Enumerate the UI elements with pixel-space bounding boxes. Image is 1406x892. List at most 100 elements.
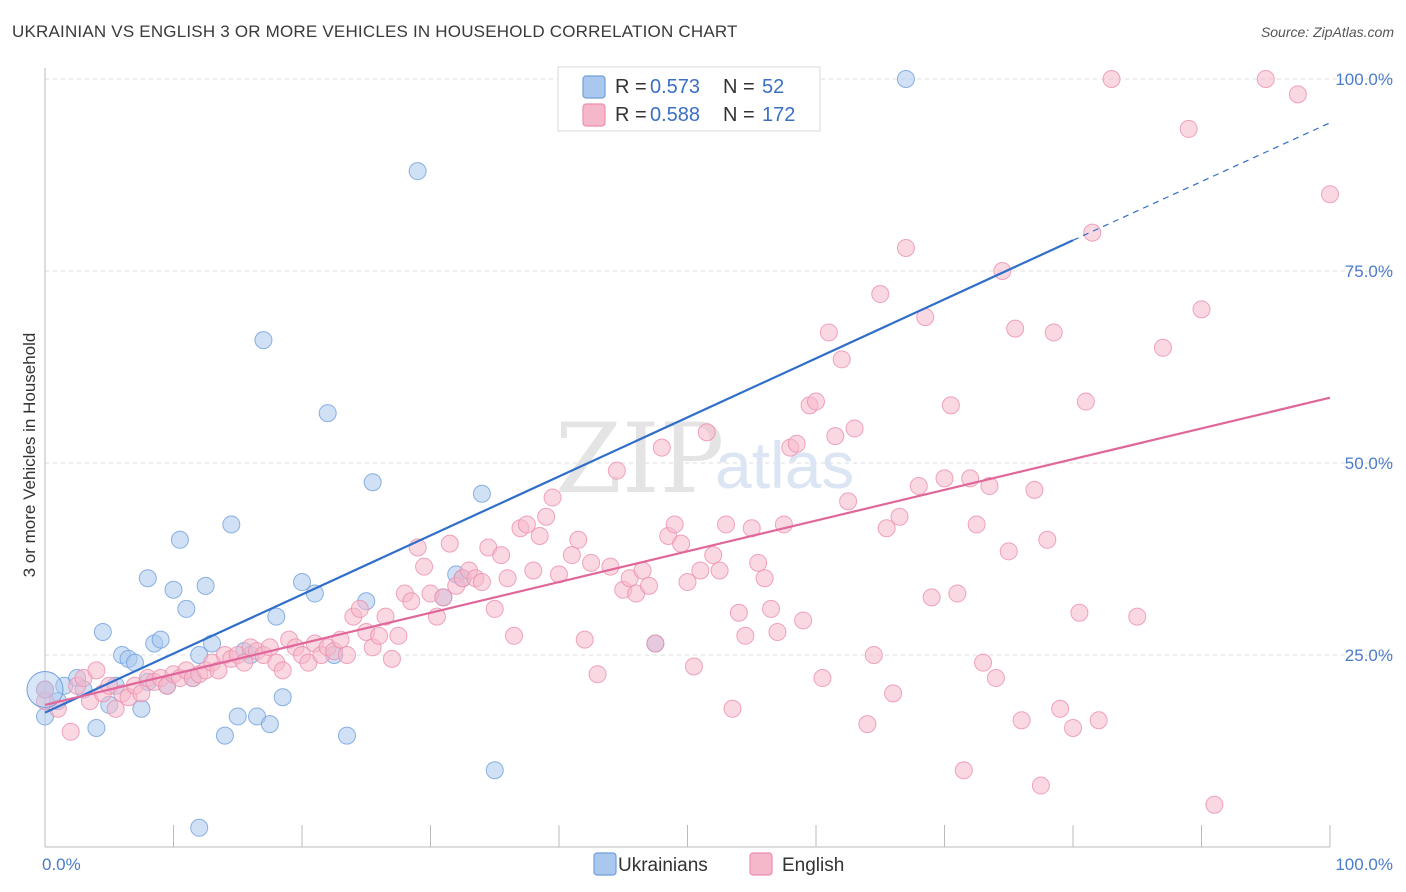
data-point-english [678,573,697,592]
data-point-english [999,542,1018,561]
data-point-english [935,469,954,488]
data-point-english [1051,699,1070,718]
data-point-english [839,492,858,511]
data-point-ukrainians [254,331,273,350]
data-point-ukrainians [318,404,337,423]
data-point-english [61,722,80,741]
data-point-english [1038,530,1057,549]
data-point-cluster [26,671,64,709]
data-point-english [967,515,986,534]
data-point-english [980,477,999,496]
data-point-english [909,477,928,496]
data-point-ukrainians [293,573,311,592]
data-point-english [389,626,408,645]
data-point-english [273,661,292,680]
data-point-english [1083,223,1102,242]
trend-line-english [44,396,1331,706]
legend-r-label: R = [615,76,647,98]
data-point-english [807,392,825,411]
y-tick-labels: 25.0% 50.0% 75.0% 100.0% [1335,70,1393,665]
trend-line-ukrainians [44,239,1074,714]
legend-row-ukrainians: R = 0.573 N = 52 [582,75,784,99]
legend-n-label: N = [723,76,755,98]
data-point-english [755,569,774,588]
data-point-english [1076,392,1095,411]
data-point-ukrainians [196,576,215,595]
data-point-english [498,569,517,588]
data-point-english [813,669,832,688]
data-point-english [382,649,401,668]
data-point-english [794,611,813,630]
x-tick-label-right: 100.0% [1335,855,1393,874]
data-point-english [948,584,967,603]
y-tick-label: 100.0% [1335,70,1393,89]
data-point-ukrainians [363,473,382,492]
legend-n-label: N = [723,104,755,126]
data-point-english [1153,338,1172,357]
data-point-english [492,546,511,565]
legend-n-value: 52 [762,76,784,98]
legend-label-english: English [782,855,844,876]
data-point-english [717,515,736,534]
data-point-ukrainians [222,515,241,534]
data-point-english [684,657,703,676]
data-point-english [440,534,459,553]
data-point-english [601,557,620,576]
data-point-english [1179,119,1198,138]
data-point-english [1044,323,1063,342]
data-point-english [665,515,684,534]
legend-r-label: R = [615,104,647,126]
data-point-ukrainians [164,580,183,599]
data-point-english [974,653,993,672]
data-point-english [530,526,549,545]
data-point-english [826,427,845,446]
data-point-english [762,599,781,618]
data-point-ukrainians [177,599,196,618]
data-point-english [132,684,151,703]
data-point-ukrainians [215,726,234,745]
data-point-english [370,626,389,645]
data-point-english [691,561,710,580]
data-point-english [710,561,729,580]
data-point-english [877,519,896,538]
data-point-english [350,599,369,618]
y-tick-label: 50.0% [1345,454,1393,473]
data-point-english [1192,300,1211,319]
data-point-english [896,238,915,257]
data-point-english [562,546,581,565]
data-point-english [736,626,755,645]
data-point-english [575,630,594,649]
data-point-english [209,661,228,680]
data-point-english [941,396,960,415]
data-point-english [723,699,742,718]
data-point-english [485,599,504,618]
source-credit: Source: ZipAtlas.com [1260,24,1394,40]
data-point-english [922,588,941,607]
data-point-english [652,438,671,457]
data-point-english [1025,480,1044,499]
data-point-english [1012,711,1031,730]
data-point-english [1089,711,1108,730]
data-point-english [337,646,356,664]
data-point-english [845,419,864,438]
data-point-english [884,684,903,703]
data-point-ukrainians [170,530,189,549]
data-point-english [858,715,877,734]
data-point-english [1064,718,1082,737]
data-point-english [832,350,851,369]
data-point-english [749,553,768,572]
data-point-english [890,507,909,526]
legend-swatch-english [749,852,773,876]
data-point-ukrainians [485,761,504,780]
series-legend: Ukrainians English [593,852,844,876]
y-tick-label: 75.0% [1345,262,1393,281]
data-point-ukrainians [190,818,209,837]
data-point-english [588,665,607,684]
y-tick-label: 25.0% [1345,646,1393,665]
chart-title: UKRAINIAN VS ENGLISH 3 OR MORE VEHICLES … [12,22,738,41]
watermark-zip: ZIP [555,403,724,515]
data-point-english [1031,776,1050,795]
data-point-english [537,507,556,526]
data-point-english [639,576,658,595]
